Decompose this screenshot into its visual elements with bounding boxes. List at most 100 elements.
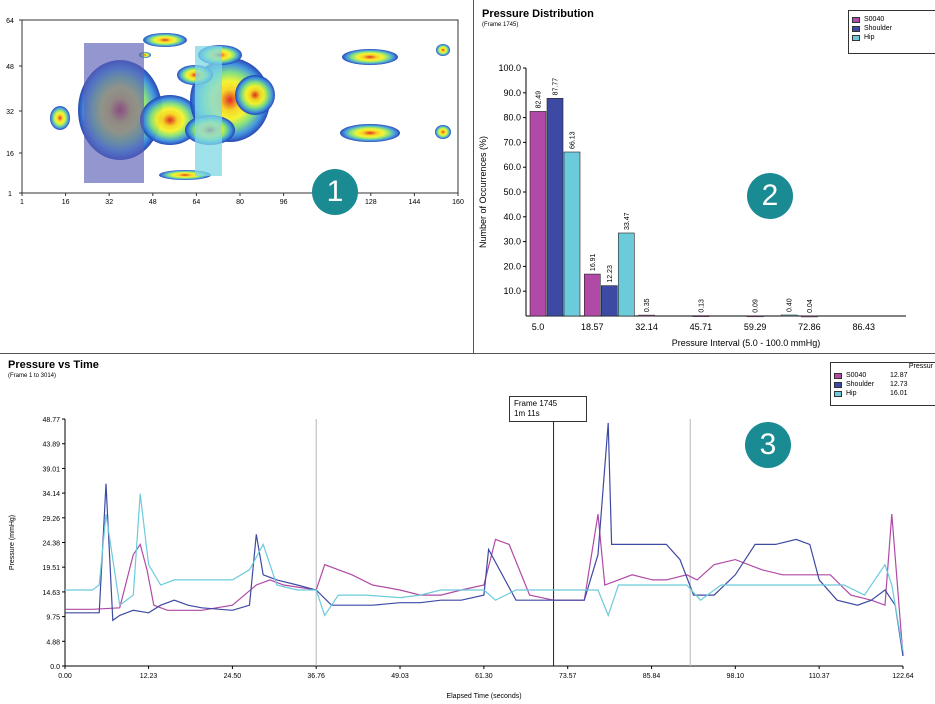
series-line: [65, 493, 904, 651]
legend-item-shoulder: Shoulder 12.73: [831, 380, 935, 389]
y-tick-label: 9.75: [46, 615, 60, 622]
callout-badge-3: 3: [745, 422, 791, 468]
legend-value: 12.73: [890, 381, 908, 388]
pressure-blob: [340, 124, 400, 142]
pressure-blob: [342, 49, 398, 65]
y-tick-label: 43.89: [42, 442, 60, 449]
bar: [801, 315, 818, 318]
y-tick-label: 50.0: [503, 187, 521, 197]
x-tick-label: 144: [409, 199, 421, 206]
x-tick-label: 85.84: [643, 673, 661, 680]
legend-swatch: [834, 372, 842, 379]
hip-region-overlay: [195, 46, 222, 176]
x-tick-label: 80: [236, 199, 244, 206]
distribution-title: Pressure Distribution: [482, 8, 594, 20]
bar: [692, 315, 710, 317]
x-tick-label: 32: [105, 199, 113, 206]
frame-marker-label: Frame 1745 1m 11s: [509, 396, 587, 422]
x-tick-label: 48: [149, 199, 157, 206]
x-tick-label: 122.64: [892, 673, 914, 680]
bar-value-label: 0.09: [753, 299, 760, 313]
pressure-blob: [436, 44, 450, 56]
legend-label: Hip: [864, 34, 875, 41]
distribution-legend: S0040 Shoulder Hip: [848, 10, 935, 54]
x-tick-label: 64: [193, 199, 201, 206]
x-tick-label: 12.23: [140, 673, 158, 680]
callout-badge-1: 1: [312, 169, 358, 215]
x-tick-label: 16: [62, 199, 70, 206]
y-tick-label: 80.0: [503, 113, 521, 123]
y-tick-label: 100.0: [498, 63, 521, 73]
x-tick-label: 59.29: [744, 322, 767, 332]
x-tick-label: 32.14: [635, 322, 658, 332]
y-tick-label: 1: [8, 191, 12, 198]
x-tick-label: 49.03: [391, 673, 409, 680]
pressure-blob: [140, 95, 200, 145]
legend-swatch: [852, 25, 860, 32]
callout-badge-2: 2: [747, 173, 793, 219]
bar-value-label: 12.23: [607, 265, 614, 283]
bar-value-label: 0.13: [698, 299, 705, 313]
legend-item-hip: Hip 16.01: [831, 389, 935, 398]
legend-swatch: [834, 390, 842, 397]
y-tick-label: 39.01: [42, 466, 60, 473]
time-chart-title: Pressure vs Time: [8, 359, 99, 371]
y-tick-label: 60.0: [503, 162, 521, 172]
bar-value-label: 82.49: [536, 91, 543, 109]
series-line: [65, 422, 904, 656]
y-tick-label: 48.77: [42, 417, 60, 424]
x-tick-label: 45.71: [690, 322, 713, 332]
x-tick-label: 36.76: [307, 673, 325, 680]
y-axis-title: Pressure (mmHg): [9, 515, 16, 570]
legend-label: Shoulder: [846, 381, 875, 388]
x-tick-label: 61.30: [475, 673, 493, 680]
legend-item-s0040: S0040: [849, 15, 935, 24]
bar: [780, 314, 798, 317]
distribution-chart: 10.0 20.0 30.0 40.0 50.0 60.0 70.0 80.0 90.0 100.…: [478, 63, 906, 348]
series-line: [65, 514, 904, 656]
bar-value-label: 66.13: [570, 131, 577, 149]
bar-value-label: 0.40: [787, 298, 794, 312]
y-axis-title: Number of Occurrences (%): [478, 136, 488, 248]
y-tick-label: 32: [6, 109, 14, 116]
x-tick-label: 18.57: [581, 322, 604, 332]
bar: [746, 315, 764, 318]
x-axis-title: Elapsed Time (seconds): [446, 693, 521, 700]
pressure-distribution-panel: Pressure Distribution (Frame 1745) S0040…: [474, 0, 935, 354]
y-tick-label: 64: [6, 18, 14, 25]
y-tick-label: 4.88: [46, 639, 60, 646]
y-tick-label: 48: [6, 64, 14, 71]
bar-value-label: 0.04: [807, 299, 814, 313]
legend-item-s0040: S0040 12.87: [831, 371, 935, 380]
y-tick-label: 10.0: [503, 286, 521, 296]
pressure-blob: [50, 106, 70, 130]
frame-marker-frame: Frame 1745: [514, 399, 558, 408]
bar: [600, 285, 618, 317]
y-tick-label: 34.14: [42, 491, 60, 498]
x-tick-label: 98.10: [727, 673, 745, 680]
bar-value-label: 33.47: [624, 212, 631, 230]
y-tick-label: 40.0: [503, 212, 521, 222]
x-tick-label: 0.00: [58, 673, 72, 680]
x-axis-title: Pressure Interval (5.0 - 100.0 mmHg): [672, 338, 821, 348]
x-tick-label: 1: [20, 199, 24, 206]
y-tick-label: 16: [6, 151, 14, 158]
x-tick-label: 160: [452, 199, 464, 206]
y-tick-label: 29.26: [42, 516, 60, 523]
legend-item-hip: Hip: [849, 33, 935, 42]
legend-label: Hip: [846, 390, 857, 397]
x-tick-label: 5.0: [532, 322, 545, 332]
bar: [546, 98, 564, 317]
y-tick-label: 24.38: [42, 541, 60, 548]
legend-value: 12.87: [890, 372, 908, 379]
legend-header: Pressur: [908, 363, 933, 370]
x-tick-label: 86.43: [852, 322, 875, 332]
legend-label: S0040: [846, 372, 867, 379]
bar: [617, 232, 635, 317]
x-tick-label: 73.57: [559, 673, 577, 680]
legend-swatch: [852, 16, 860, 23]
pressure-map-chart: 6448321611163248648096112128144160: [6, 18, 464, 206]
pressure-time-panel: Pressure vs Time (Frame 1 to 3014) Press…: [0, 354, 935, 704]
legend-value: 16.01: [890, 390, 908, 397]
bar-value-label: 0.35: [644, 298, 651, 312]
